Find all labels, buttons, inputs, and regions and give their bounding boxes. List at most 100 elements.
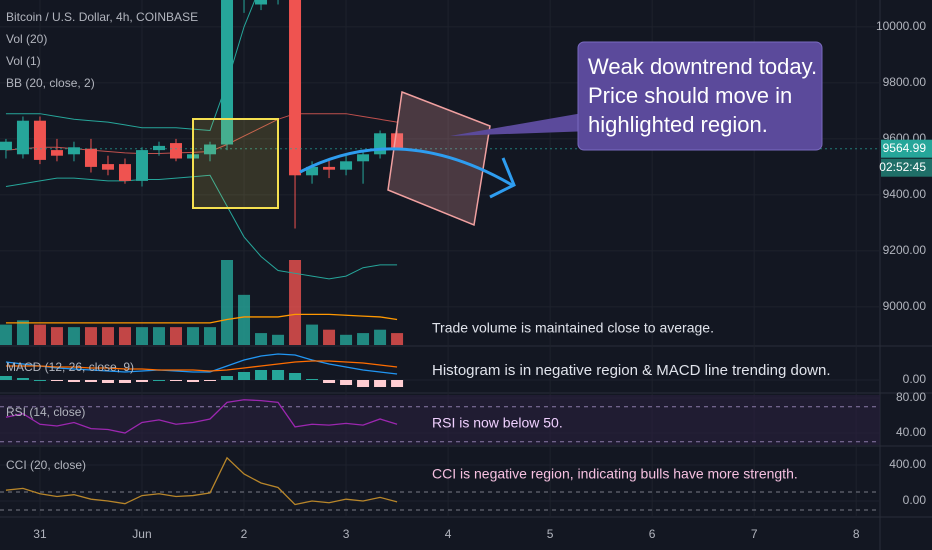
rsi-legend: RSI (14, close) (6, 405, 85, 419)
y-tick-label: 9800.00 (883, 75, 927, 89)
volume-bar (238, 294, 251, 345)
macd-histogram (118, 380, 131, 383)
volume-bar (374, 329, 387, 345)
candle-body (135, 150, 148, 181)
macd-histogram (170, 380, 182, 381)
forecast-region (387, 90, 491, 227)
x-tick-label: 7 (751, 527, 758, 541)
volume-bar (84, 327, 97, 345)
y-tick-label: 40.00 (896, 425, 926, 439)
macd-histogram (187, 380, 200, 382)
volume-note: Trade volume is maintained close to aver… (432, 320, 714, 336)
callout-box (577, 41, 823, 151)
candle-body (50, 150, 63, 156)
y-tick-label: 9400.00 (883, 187, 927, 201)
volume-bar (306, 324, 319, 345)
volume-bar (135, 327, 148, 345)
candle-body (170, 143, 182, 159)
x-tick-label: 2 (241, 527, 248, 541)
y-tick-label: 400.00 (889, 457, 926, 471)
macd-histogram (289, 373, 302, 380)
countdown: 02:52:45 (879, 160, 926, 174)
candle-body (255, 0, 268, 5)
highlight-box (192, 118, 279, 209)
legend-item: Vol (20) (6, 32, 47, 46)
volume-bar (357, 333, 370, 345)
indicator-line (5, 174, 398, 280)
volume-bar (67, 327, 80, 345)
candle-body (67, 147, 80, 155)
candle-body (289, 0, 302, 176)
candle-body (357, 154, 370, 162)
y-tick-label: 80.00 (896, 390, 926, 404)
macd-histogram (357, 380, 370, 387)
callout-line: highlighted region. (588, 112, 768, 137)
macd-histogram (374, 380, 387, 387)
macd-histogram (101, 380, 114, 383)
macd-histogram (255, 370, 268, 380)
x-tick-label: 6 (649, 527, 656, 541)
rsi-pane-bg (0, 395, 880, 445)
cci-note: CCI is negative region, indicating bulls… (432, 466, 798, 482)
indicator-line (5, 353, 398, 375)
candle-body (374, 133, 387, 155)
volume-bar (391, 333, 404, 345)
macd-histogram (238, 372, 251, 380)
forecast-arrow (299, 147, 513, 187)
candle-body (118, 164, 131, 181)
callout-line: Weak downtrend today. (588, 54, 817, 79)
main-pane (0, 0, 404, 345)
volume-bar (16, 320, 29, 345)
callout-line: Price should move in (588, 83, 792, 108)
macd-histogram (67, 380, 80, 382)
x-tick-label: 3 (343, 527, 350, 541)
volume-bar (50, 327, 63, 345)
arrow-head (489, 157, 516, 199)
rsi-note: RSI is now below 50. (432, 415, 563, 431)
indicator-line (5, 0, 256, 132)
macd-histogram (84, 380, 97, 382)
y-tick-label: 10000.00 (876, 19, 926, 33)
volume-bar (101, 327, 114, 345)
volume-bar (289, 260, 302, 345)
volume-bar (187, 327, 200, 345)
indicator-line (5, 399, 398, 434)
candle-body (204, 144, 217, 155)
macd-histogram (391, 380, 404, 387)
price-label: 9564.99 (883, 141, 927, 155)
volume-bar (323, 329, 336, 345)
volume-bar (152, 327, 165, 345)
x-tick-label: 8 (853, 527, 860, 541)
y-tick-label: 0.00 (903, 372, 927, 386)
macd-histogram (323, 380, 336, 383)
legend-item: Vol (1) (6, 54, 41, 68)
chart-title: Bitcoin / U.S. Dollar, 4h, COINBASE (6, 10, 198, 24)
macd-histogram (135, 380, 148, 382)
volume-bar (170, 327, 182, 345)
legend-item: BB (20, close, 2) (6, 76, 95, 90)
candle-body (16, 120, 29, 155)
macd-histogram (0, 376, 12, 380)
macd-note: Histogram is in negative region & MACD l… (432, 362, 831, 379)
candle-body (0, 141, 12, 151)
countdown-bg (881, 158, 932, 177)
cci-legend: CCI (20, close) (6, 458, 86, 472)
macd-histogram (204, 380, 217, 381)
candle-body (306, 166, 319, 176)
x-tick-label: 31 (33, 527, 47, 541)
candle-body (84, 148, 97, 167)
x-tick-label: 4 (445, 527, 452, 541)
macd-histogram (306, 379, 319, 380)
candle-body (323, 166, 336, 170)
macd-histogram (16, 378, 29, 380)
volume-bar (255, 333, 268, 345)
indicator-line (5, 313, 398, 324)
candle-body (152, 145, 165, 151)
macd-histogram (33, 380, 46, 381)
indicator-line (5, 456, 398, 506)
volume-bar (0, 324, 12, 345)
volume-bar (204, 327, 217, 345)
volume-bar (118, 327, 131, 345)
y-tick-label: 9000.00 (883, 299, 927, 313)
